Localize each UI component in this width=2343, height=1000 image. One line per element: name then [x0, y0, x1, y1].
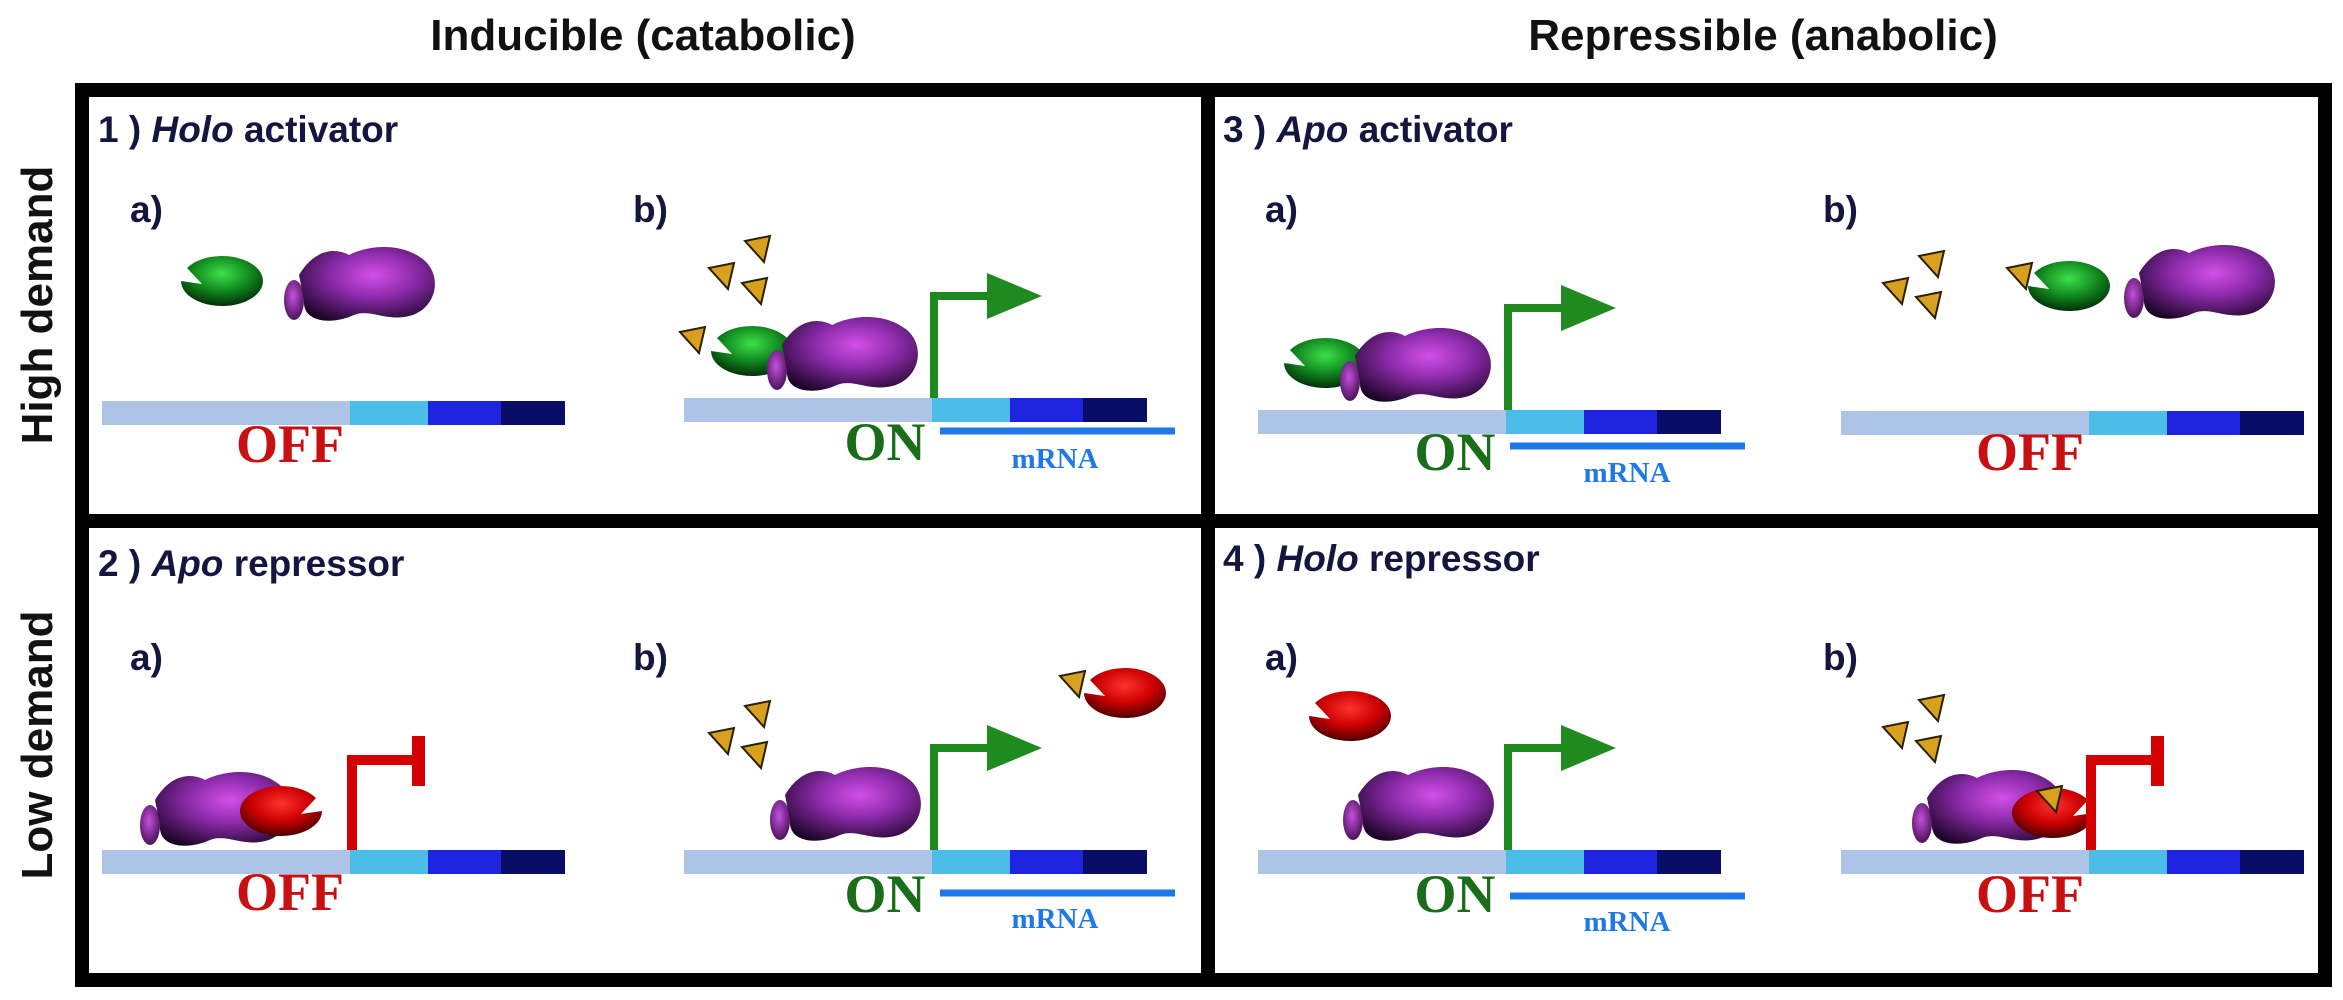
ligand-triangle: [743, 699, 772, 730]
panel-4-subpanel-a-label: a): [1265, 637, 1298, 678]
transcription-blocked-symbol: [347, 736, 425, 850]
transcription-on-arrow: [1504, 725, 1616, 850]
ligand-triangle: [740, 276, 769, 307]
column-header-inducible: Inducible (catabolic): [430, 11, 855, 60]
row-header-high-demand: High demand: [13, 166, 62, 445]
dna-strand: [1841, 850, 2304, 874]
row-header-low-demand: Low demand: [13, 611, 62, 880]
state-on-label: ON: [845, 412, 926, 472]
dna-strand: [1841, 411, 2304, 435]
panel-frame: [75, 83, 2332, 987]
ligand-triangle: [707, 261, 736, 292]
rna-polymerase: [770, 766, 921, 841]
mrna-label: mRNA: [1012, 903, 1099, 935]
panel-2-apo-repressor: 2 ) Apo repressor a) b) OFF ON mRNA: [98, 543, 1175, 935]
column-header-repressible: Repressible (anabolic): [1528, 11, 1997, 60]
state-off-label: OFF: [1976, 422, 2084, 482]
dna-strand: [684, 398, 1147, 422]
dna-strand: [684, 850, 1147, 874]
repressor-protein: [1084, 668, 1166, 719]
ligand-triangle: [740, 740, 769, 771]
repressor-protein: [240, 786, 322, 837]
dna-strand: [1258, 410, 1721, 434]
state-off-label: OFF: [1976, 864, 2084, 924]
rna-polymerase: [767, 316, 918, 391]
state-on-label: ON: [845, 864, 926, 924]
mrna-label: mRNA: [1012, 443, 1099, 475]
panel-3-title: 3 ) Apo activator: [1223, 109, 1513, 150]
rna-polymerase: [1340, 327, 1491, 402]
dna-strand: [102, 401, 565, 425]
transcription-on-arrow: [930, 273, 1042, 398]
ligand-triangle: [2005, 261, 2034, 292]
transcription-on-arrow: [930, 725, 1042, 850]
ligand-triangle: [1058, 669, 1087, 700]
panel-4-subpanel-b-label: b): [1823, 637, 1858, 678]
transcription-blocked-symbol: [2086, 736, 2164, 850]
panel-1-holo-activator: 1 ) Holo activator a) b) OFF ON mRNA: [98, 109, 1175, 475]
activator-protein: [180, 256, 263, 307]
state-on-label: ON: [1415, 864, 1496, 924]
mrna-label: mRNA: [1584, 457, 1671, 489]
ligand-triangle: [1914, 734, 1943, 765]
dna-strand: [102, 850, 565, 874]
mrna-label: mRNA: [1584, 906, 1671, 938]
ligand-triangle: [1881, 720, 1910, 751]
panel-1-title: 1 ) Holo activator: [98, 109, 398, 150]
rna-polymerase: [1343, 766, 1494, 841]
state-off-label: OFF: [236, 862, 344, 922]
ligand-triangle: [1917, 249, 1946, 280]
ligand-triangle: [1917, 693, 1946, 724]
state-off-label: OFF: [236, 414, 344, 474]
ligand-triangle: [2035, 784, 2064, 815]
panel-2-title: 2 ) Apo repressor: [98, 543, 404, 584]
panel-4-holo-repressor: 4 ) Holo repressor a) b) ON mRNA OFF: [1223, 538, 2304, 938]
ligand-triangle: [743, 234, 772, 265]
ligand-triangle: [1914, 290, 1943, 321]
panel-3-subpanel-b-label: b): [1823, 189, 1858, 230]
panel-3-subpanel-a-label: a): [1265, 189, 1298, 230]
ligand-triangle: [707, 726, 736, 757]
rna-polymerase: [2124, 244, 2275, 319]
state-on-label: ON: [1415, 422, 1496, 482]
transcription-on-arrow: [1504, 285, 1616, 410]
panel-2-subpanel-a-label: a): [130, 637, 163, 678]
activator-protein: [2028, 261, 2110, 312]
ligand-triangle: [678, 325, 707, 356]
panel-4-title: 4 ) Holo repressor: [1223, 538, 1540, 579]
panel-2-subpanel-b-label: b): [633, 637, 668, 678]
panel-1-subpanel-b-label: b): [633, 189, 668, 230]
repressor-protein: [1309, 691, 1391, 742]
repressor-protein: [2012, 788, 2094, 839]
ligand-triangle: [1881, 276, 1910, 307]
panel-3-apo-activator: 3 ) Apo activator a) b) ON mRNA OFF: [1223, 109, 2304, 489]
panel-1-subpanel-a-label: a): [130, 189, 163, 230]
dna-strand: [1258, 850, 1721, 874]
rna-polymerase: [284, 246, 435, 321]
